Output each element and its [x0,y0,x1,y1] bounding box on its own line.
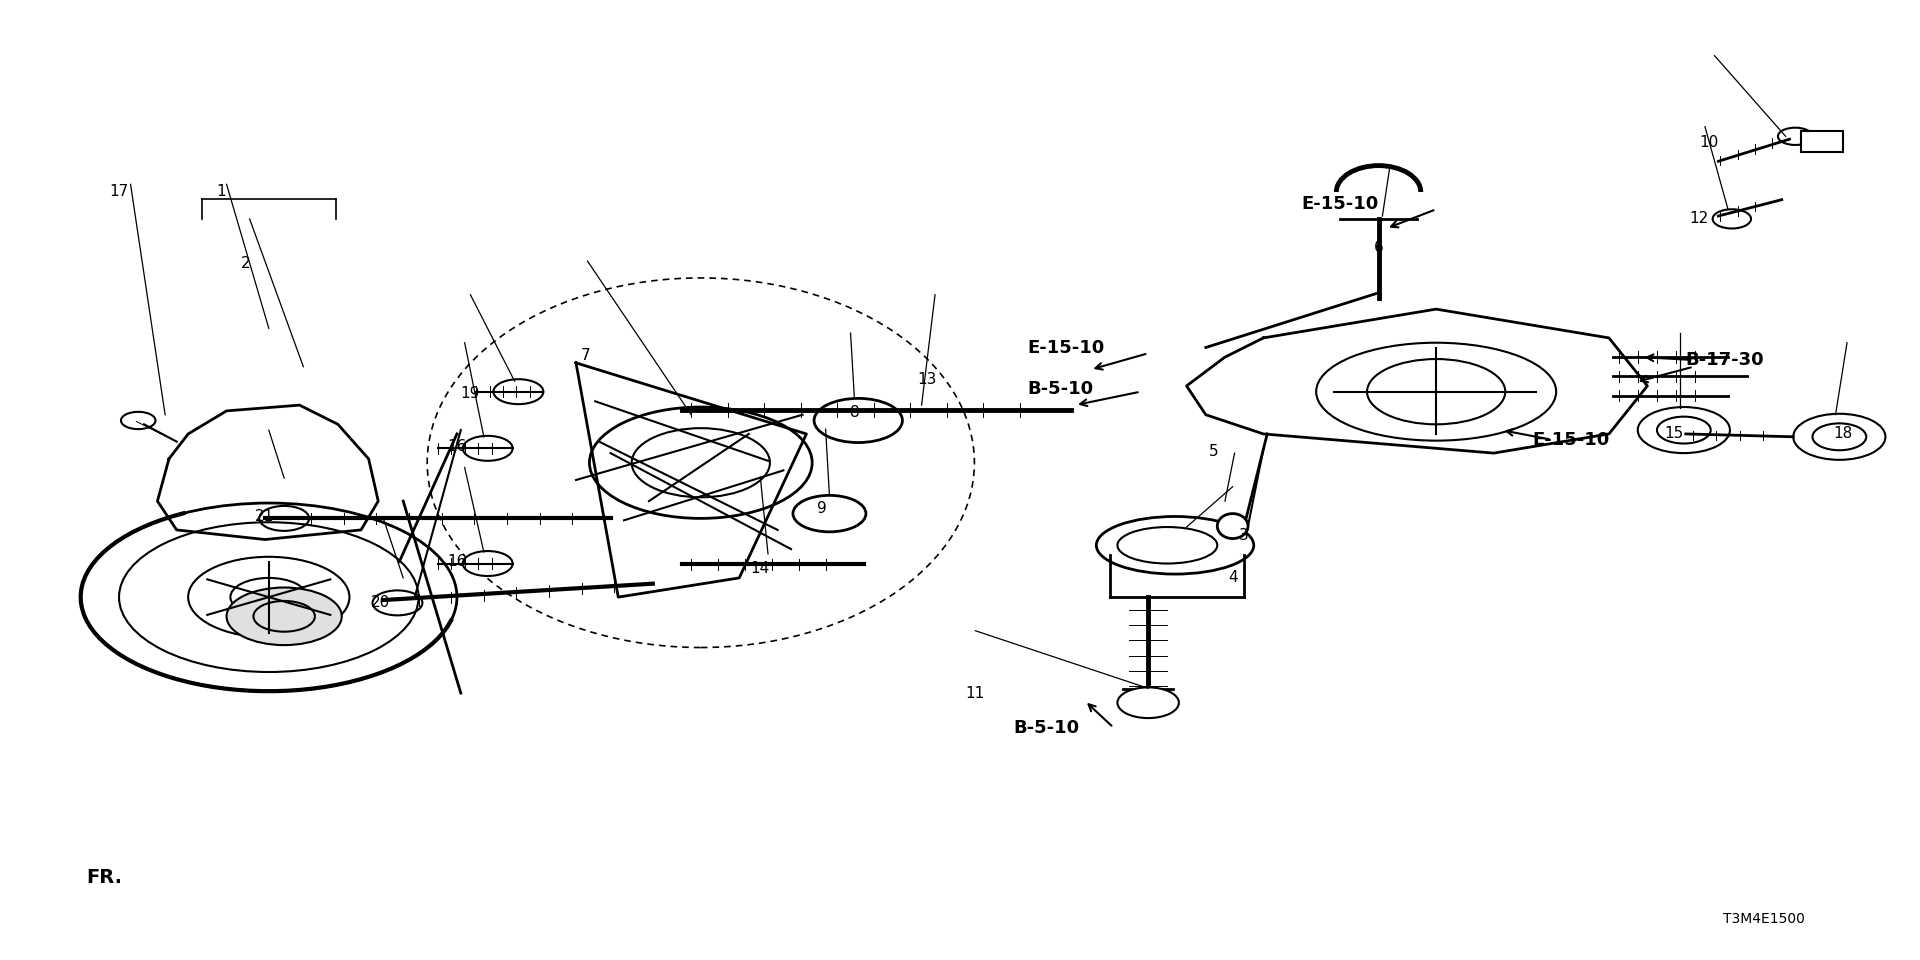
Text: 13: 13 [918,372,937,387]
Text: T3M4E1500: T3M4E1500 [1722,912,1805,926]
Text: 1: 1 [215,184,227,200]
Circle shape [463,436,513,461]
Text: 9: 9 [816,501,828,516]
Text: 7: 7 [580,348,591,363]
Circle shape [121,412,156,429]
Text: 5: 5 [1208,444,1219,459]
Text: 3: 3 [1238,528,1250,543]
Text: B-17-30: B-17-30 [1686,351,1764,369]
Circle shape [463,551,513,576]
Ellipse shape [1096,516,1254,574]
Text: E-15-10: E-15-10 [1027,339,1104,356]
Text: 14: 14 [751,561,770,576]
Circle shape [1778,128,1812,145]
Polygon shape [1187,309,1647,453]
Ellipse shape [1217,514,1248,539]
Text: 19: 19 [461,386,480,401]
Circle shape [372,590,422,615]
Circle shape [227,588,342,645]
Ellipse shape [426,278,973,647]
Circle shape [1117,687,1179,718]
Circle shape [259,506,309,531]
Text: FR.: FR. [86,868,123,887]
Text: 16: 16 [447,554,467,569]
Bar [1801,131,1843,152]
Text: 8: 8 [849,405,860,420]
Text: 11: 11 [966,685,985,701]
Text: 18: 18 [1834,426,1853,442]
Text: 16: 16 [447,439,467,454]
Text: E-15-10: E-15-10 [1302,195,1379,212]
Text: 10: 10 [1699,134,1718,150]
Circle shape [493,379,543,404]
Circle shape [589,407,812,518]
Text: E-15-10: E-15-10 [1532,431,1609,448]
Text: 20: 20 [371,595,390,611]
Text: B-5-10: B-5-10 [1014,719,1079,736]
Circle shape [1657,417,1711,444]
Circle shape [814,398,902,443]
Text: 17: 17 [109,184,129,200]
Text: B-5-10: B-5-10 [1027,380,1092,397]
Text: 21: 21 [255,509,275,524]
Text: 2: 2 [240,256,252,272]
Circle shape [1713,209,1751,228]
Circle shape [1812,423,1866,450]
Text: 6: 6 [1373,240,1384,255]
Text: 4: 4 [1227,570,1238,586]
Text: 15: 15 [1665,426,1684,442]
Circle shape [793,495,866,532]
Text: 12: 12 [1690,211,1709,227]
